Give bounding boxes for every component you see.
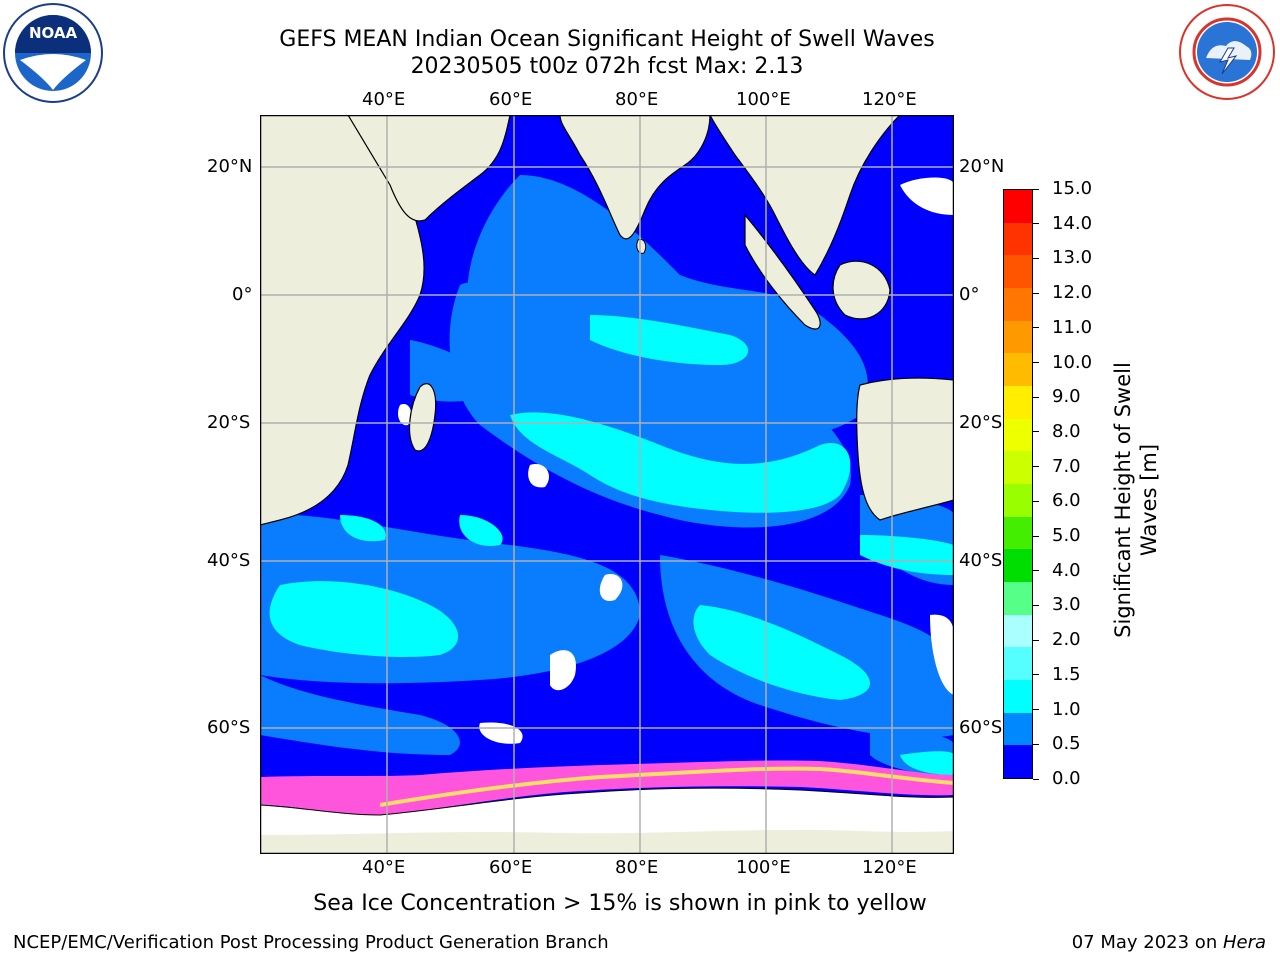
colorbar-swatch xyxy=(1004,582,1032,615)
colorbar-tick-mark xyxy=(1033,466,1039,468)
colorbar-tick-label: 9.0 xyxy=(1052,386,1081,408)
colorbar-swatch xyxy=(1004,320,1032,354)
colorbar-swatch xyxy=(1004,190,1032,223)
colorbar-tick-label: 12.0 xyxy=(1052,282,1093,304)
se-asia xyxy=(709,115,901,276)
colorbar-tick-mark xyxy=(1033,674,1039,676)
colorbar-tick-mark xyxy=(1033,639,1039,641)
lon-tick-top-60e: 60°E xyxy=(489,89,533,110)
borneo xyxy=(832,260,891,320)
lat-tick-left-20s: 20°S xyxy=(207,412,251,433)
colorbar-tick-label: 4.0 xyxy=(1052,559,1081,581)
colorbar-swatch xyxy=(1004,288,1032,321)
footer-branch: NCEP/EMC/Verification Post Processing Pr… xyxy=(13,932,609,953)
lon-tick-bottom-40e: 40°E xyxy=(362,857,406,878)
colorbar-swatch xyxy=(1004,647,1032,681)
lon-tick-top-80e: 80°E xyxy=(615,89,659,110)
footer-date: 07 May 2023 on Hera xyxy=(1072,933,1266,953)
colorbar-swatch xyxy=(1004,222,1032,256)
colorbar-tick-mark xyxy=(1033,535,1039,537)
sea-ice-caption: Sea Ice Concentration > 15% is shown in … xyxy=(313,891,927,916)
colorbar-swatch xyxy=(1004,353,1032,387)
graticule xyxy=(260,115,954,854)
colorbar-tick-mark xyxy=(1033,709,1039,711)
nws-logo xyxy=(1176,2,1278,102)
colorbar-swatch xyxy=(1004,484,1032,517)
lat-tick-right-40s: 40°S xyxy=(959,550,1003,571)
sea-ice-band xyxy=(260,760,954,816)
lon-tick-bottom-60e: 60°E xyxy=(489,857,533,878)
colorbar-tick-mark xyxy=(1033,396,1039,398)
colorbar-tick-mark xyxy=(1033,604,1039,606)
map-area xyxy=(259,114,955,855)
colorbar-swatch xyxy=(1004,680,1032,713)
lon-tick-bottom-120e: 120°E xyxy=(862,857,917,878)
colorbar xyxy=(1003,189,1033,779)
lat-tick-left-40s: 40°S xyxy=(207,550,251,571)
colorbar-tick-label: 3.0 xyxy=(1052,594,1081,616)
lat-tick-left-60s: 60°S xyxy=(207,717,251,738)
lon-tick-top-100e: 100°E xyxy=(736,89,791,110)
colorbar-swatch xyxy=(1004,745,1032,779)
chart-title: GEFS MEAN Indian Ocean Significant Heigh… xyxy=(279,27,935,52)
colorbar-tick-label: 1.5 xyxy=(1052,663,1081,685)
noaa-logo: NOAA xyxy=(2,2,104,104)
colorbar-swatch xyxy=(1004,451,1032,485)
lat-tick-right-60s: 60°S xyxy=(959,717,1003,738)
svg-text:NOAA: NOAA xyxy=(29,24,78,42)
colorbar-swatch xyxy=(1004,418,1032,452)
lon-tick-bottom-100e: 100°E xyxy=(736,857,791,878)
colorbar-tick-label: 14.0 xyxy=(1052,212,1093,234)
lat-tick-left-20n: 20°N xyxy=(207,156,253,177)
lat-tick-left-0: 0° xyxy=(232,284,253,305)
colorbar-swatch xyxy=(1004,386,1032,419)
colorbar-tick-mark xyxy=(1033,362,1039,364)
colorbar-tick-mark xyxy=(1033,292,1039,294)
colorbar-tick-label: 10.0 xyxy=(1052,351,1093,373)
colorbar-tick-label: 6.0 xyxy=(1052,490,1081,512)
colorbar-swatch xyxy=(1004,516,1032,550)
colorbar-tick-mark xyxy=(1033,570,1039,572)
colorbar-swatch xyxy=(1004,549,1032,583)
colorbar-tick-mark xyxy=(1033,743,1039,745)
colorbar-tick-label: 7.0 xyxy=(1052,455,1081,477)
colorbar-label-line2: Waves [m] xyxy=(1137,443,1161,557)
colorbar-tick-mark xyxy=(1033,188,1039,190)
colorbar-tick-label: 0.0 xyxy=(1052,768,1081,789)
colorbar-label: Significant Height of Swell Waves [m] xyxy=(1000,362,1280,638)
colorbar-tick-mark xyxy=(1033,431,1039,433)
colorbar-tick-label: 0.5 xyxy=(1052,733,1081,755)
colorbar-swatch xyxy=(1004,614,1032,648)
footer-machine: Hera xyxy=(1222,932,1266,953)
madagascar xyxy=(409,383,437,452)
colorbar-swatch xyxy=(1004,255,1032,289)
lat-tick-right-20n: 20°N xyxy=(959,156,1005,177)
colorbar-tick-label: 11.0 xyxy=(1052,316,1093,338)
colorbar-tick-label: 8.0 xyxy=(1052,420,1081,442)
lat-tick-right-20s: 20°S xyxy=(959,412,1003,433)
lon-tick-top-40e: 40°E xyxy=(362,89,406,110)
colorbar-tick-label: 2.0 xyxy=(1052,629,1081,651)
lon-tick-bottom-80e: 80°E xyxy=(615,857,659,878)
colorbar-tick-mark xyxy=(1033,778,1039,780)
colorbar-tick-mark xyxy=(1033,327,1039,329)
footer-date-text: 07 May 2023 on xyxy=(1071,932,1223,953)
india xyxy=(559,115,711,240)
australia xyxy=(856,377,954,521)
arabia xyxy=(347,115,511,222)
colorbar-label-line1: Significant Height of Swell xyxy=(1111,362,1135,638)
colorbar-tick-mark xyxy=(1033,223,1039,225)
colorbar-ticks: 15.0 14.0 13.0 12.0 11.0 10.0 9.0 8.0 7.0 6.0 5.0 4… xyxy=(1033,180,1105,788)
colorbar-tick-label: 5.0 xyxy=(1052,525,1081,547)
colorbar-swatch xyxy=(1004,712,1032,746)
colorbar-tick-mark xyxy=(1033,257,1039,259)
lon-tick-top-120e: 120°E xyxy=(862,89,917,110)
lat-tick-right-0: 0° xyxy=(959,284,980,305)
colorbar-tick-mark xyxy=(1033,500,1039,502)
colorbar-tick-label: 15.0 xyxy=(1052,178,1093,199)
chart-subtitle: 20230505 t00z 072h fcst Max: 2.13 xyxy=(410,54,804,79)
colorbar-tick-label: 13.0 xyxy=(1052,247,1093,269)
colorbar-tick-label: 1.0 xyxy=(1052,698,1081,720)
